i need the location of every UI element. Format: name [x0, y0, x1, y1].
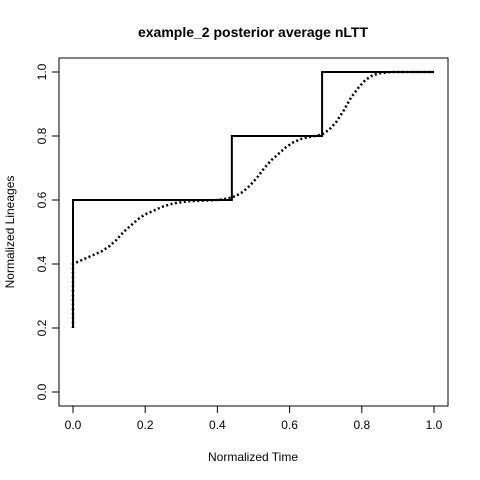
x-axis: 0.0 0.2 0.4 0.6 0.8 1.0 [65, 405, 443, 432]
y-tick-label: 0.8 [35, 127, 49, 144]
y-tick-label: 0.2 [35, 319, 49, 336]
x-tick-label: 0.2 [137, 418, 154, 432]
average-nltt-line [71, 70, 434, 328]
x-tick-label: 1.0 [426, 418, 443, 432]
x-tick-label: 0.8 [353, 418, 370, 432]
series-layer [71, 70, 434, 328]
y-axis: 0.0 0.2 0.4 0.6 0.8 1.0 [35, 63, 60, 400]
nltt-step-line [72, 71, 434, 328]
y-axis-label: Normalized Lineages [3, 176, 17, 289]
plot-frame [58, 57, 449, 407]
y-tick-label: 0.4 [35, 255, 49, 272]
x-tick-label: 0.4 [209, 418, 226, 432]
chart-title: example_2 posterior average nLTT [138, 24, 368, 40]
y-tick-label: 1.0 [35, 63, 49, 80]
y-tick-label: 0.0 [35, 383, 49, 400]
x-axis-label: Normalized Time [208, 450, 298, 464]
x-tick-label: 0.6 [281, 418, 298, 432]
y-tick-label: 0.6 [35, 191, 49, 208]
x-tick-label: 0.0 [65, 418, 82, 432]
